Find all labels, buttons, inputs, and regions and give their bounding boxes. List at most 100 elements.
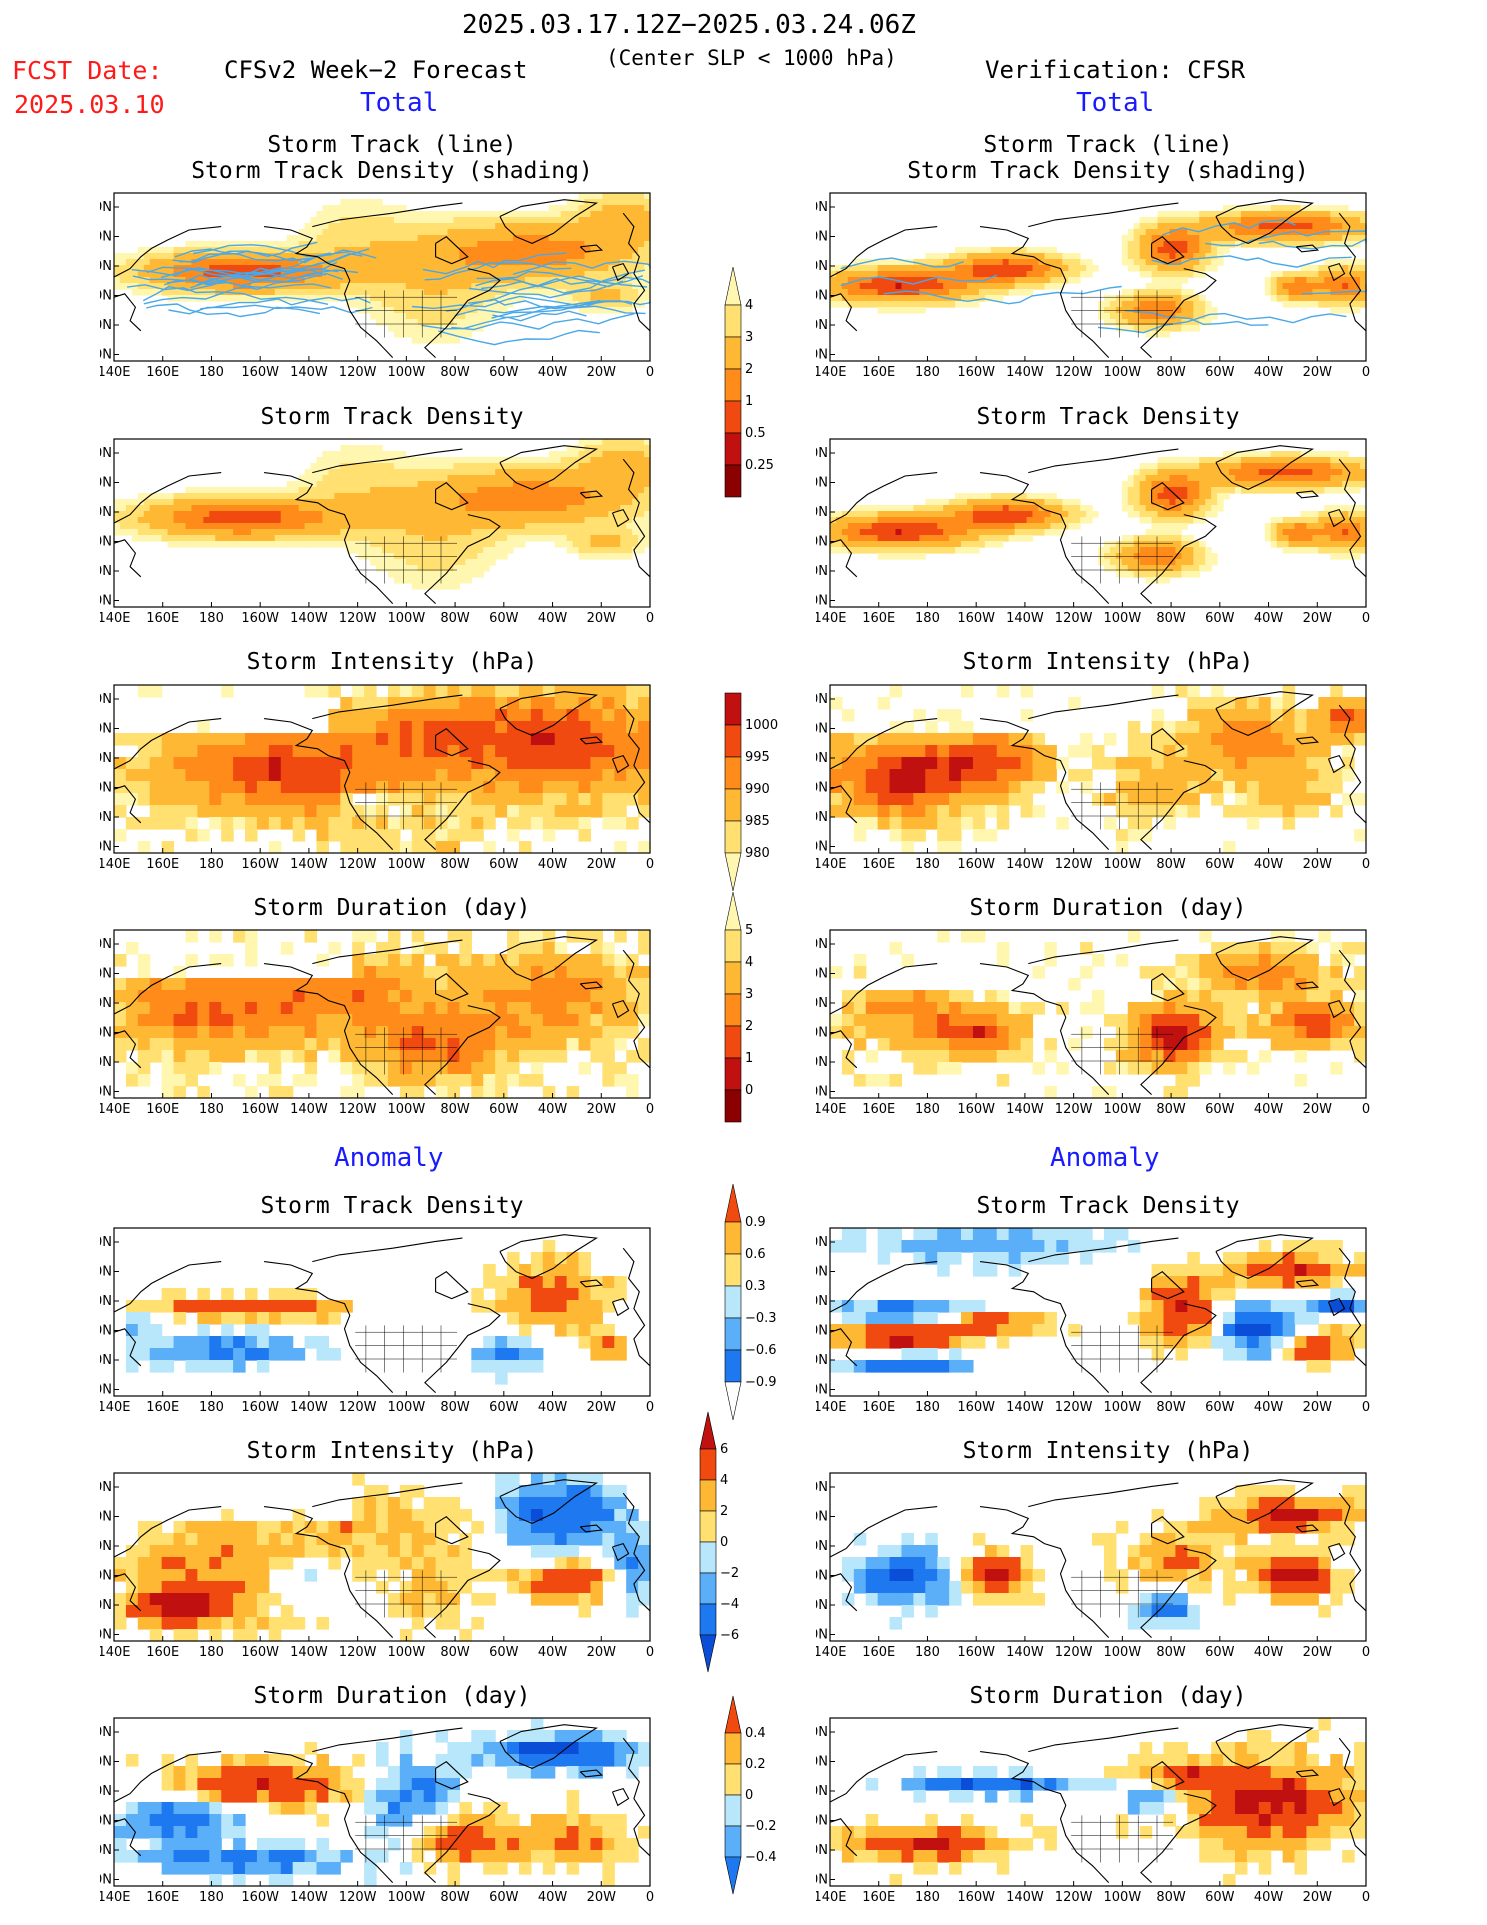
lat-tick-label: 80N: [100, 1235, 112, 1250]
colorbar-duration-total: 5 4 3 2 1 0: [715, 888, 795, 1136]
lon-tick-label: 140W: [1006, 611, 1044, 626]
lat-tick-label: 30N: [100, 1085, 112, 1100]
lon-tick-label: 80W: [1156, 611, 1186, 626]
lon-tick-label: 40W: [1254, 1102, 1284, 1117]
lat-tick-label: 70N: [100, 476, 112, 491]
lon-tick-label: 40W: [538, 365, 568, 380]
field-shading: [830, 1718, 1367, 1887]
lat-tick-label: 40N: [816, 810, 828, 825]
colorbar-svg: 6 4 2 0 −2 −4 −6: [699, 1411, 739, 1673]
title-duration-anom-left: Storm Duration (day): [253, 1683, 531, 1709]
lon-tick-label: 160W: [241, 611, 279, 626]
coastlines: [113, 1724, 651, 1884]
lon-tick-label: 0: [1362, 1400, 1370, 1415]
lon-tick-label: 140E: [100, 1400, 131, 1415]
lon-tick-label: 80W: [440, 365, 470, 380]
coastlines: [829, 199, 1367, 359]
lon-tick-label: 0: [1362, 365, 1370, 380]
lon-tick-label: 80W: [1156, 857, 1186, 872]
colorbar-tick-label: 990: [745, 782, 770, 797]
lon-tick-label: 80W: [440, 857, 470, 872]
lon-tick-label: 100W: [388, 611, 426, 626]
title-intensity-right: Storm Intensity (hPa): [962, 649, 1254, 675]
lat-tick-label: 80N: [816, 1235, 828, 1250]
lat-tick-label: 50N: [816, 1814, 828, 1829]
lat-tick-label: 70N: [816, 1755, 828, 1770]
lon-tick-label: 120W: [339, 1645, 377, 1660]
title-track-shading-left: Storm Track Density (shading): [191, 158, 593, 184]
colorbar-tick-label: 2: [745, 362, 753, 377]
lat-tick-label: 80N: [816, 1725, 828, 1740]
lon-tick-label: 160E: [862, 611, 895, 626]
lon-tick-label: 160W: [241, 1645, 279, 1660]
lat-tick-label: 80N: [100, 446, 112, 461]
colorbar-tick-label: 0.4: [745, 1726, 766, 1741]
colorbar-intensity-total: 1000 995 990 985 980: [715, 683, 795, 899]
lon-tick-label: 140E: [100, 1890, 131, 1905]
lon-tick-label: 160W: [957, 1890, 995, 1905]
lon-tick-label: 60W: [1205, 1645, 1235, 1660]
fcst-label: FCST Date:: [12, 56, 163, 85]
title-duration-anom-right: Storm Duration (day): [969, 1683, 1247, 1709]
lat-tick-label: 70N: [816, 230, 828, 245]
lon-tick-label: 40W: [538, 1400, 568, 1415]
lat-tick-label: 60N: [100, 1294, 112, 1309]
colorbar-tick-label: 6: [720, 1442, 728, 1457]
lon-tick-label: 120W: [1055, 1890, 1093, 1905]
lat-tick-label: 60N: [816, 259, 828, 274]
lon-tick-label: 160E: [862, 1645, 895, 1660]
lon-tick-label: 120W: [1055, 611, 1093, 626]
lat-tick-label: 50N: [816, 1324, 828, 1339]
colorbar-tick-label: 1: [745, 394, 753, 409]
lon-tick-label: 40W: [538, 1102, 568, 1117]
lat-tick-label: 80N: [816, 1480, 828, 1495]
lat-tick-label: 60N: [816, 996, 828, 1011]
left-source: CFSv2 Week−2 Forecast: [224, 56, 528, 84]
lon-tick-label: 20W: [587, 1400, 617, 1415]
lon-tick-label: 160W: [957, 1102, 995, 1117]
lat-tick-label: 30N: [816, 348, 828, 363]
lon-tick-label: 180: [915, 1400, 940, 1415]
lon-tick-label: 80W: [1156, 1645, 1186, 1660]
colorbar-tick-label: 4: [745, 298, 753, 313]
lon-tick-label: 120W: [1055, 1645, 1093, 1660]
field-shading: [830, 451, 1367, 584]
lon-tick-label: 160E: [146, 1645, 179, 1660]
colorbar-tick-label: 980: [745, 846, 770, 861]
lon-tick-label: 0: [646, 611, 654, 626]
lat-tick-label: 50N: [816, 1569, 828, 1584]
field-shading: [114, 930, 651, 1099]
lon-tick-label: 160E: [146, 1102, 179, 1117]
lon-tick-label: 120W: [339, 1890, 377, 1905]
lat-tick-label: 70N: [816, 722, 828, 737]
lon-tick-label: 180: [199, 611, 224, 626]
coastlines: [829, 1724, 1367, 1884]
colorbar-svg: 4 3 2 1 0.5 0.25: [724, 266, 774, 498]
lat-tick-label: 50N: [100, 289, 112, 304]
colorbar-density-anomaly: 0.9 0.6 0.3 −0.3 −0.6 −0.9: [715, 1180, 795, 1428]
lon-tick-label: 180: [199, 365, 224, 380]
lon-tick-label: 80W: [440, 1890, 470, 1905]
lon-tick-label: 40W: [538, 857, 568, 872]
lon-tick-label: 60W: [489, 611, 519, 626]
colorbar-tick-label: 1: [745, 1051, 753, 1066]
map-svg: 80N 70N 60N 50N 40N 30N 140E 160E 180 160W 140W 120…: [816, 1227, 1370, 1415]
colorbar-tick-label: −0.3: [745, 1311, 777, 1326]
lat-tick-label: 30N: [816, 1873, 828, 1888]
lat-tick-label: 50N: [816, 1026, 828, 1041]
left-total-label: Total: [360, 88, 439, 118]
lat-tick-label: 80N: [100, 937, 112, 952]
lon-tick-label: 20W: [1303, 1400, 1333, 1415]
lat-tick-label: 40N: [816, 564, 828, 579]
colorbar-tick-label: 0.9: [745, 1215, 766, 1230]
lon-tick-label: 40W: [1254, 857, 1284, 872]
lon-tick-label: 120W: [1055, 1400, 1093, 1415]
title-intensity-left: Storm Intensity (hPa): [246, 649, 538, 675]
colorbar-tick-label: 0.5: [745, 426, 766, 441]
field-shading: [125, 1240, 627, 1385]
lat-tick-label: 70N: [100, 722, 112, 737]
lon-tick-label: 60W: [1205, 365, 1235, 380]
lon-tick-label: 40W: [1254, 1645, 1284, 1660]
lon-tick-label: 180: [199, 1890, 224, 1905]
lon-tick-label: 80W: [1156, 1102, 1186, 1117]
